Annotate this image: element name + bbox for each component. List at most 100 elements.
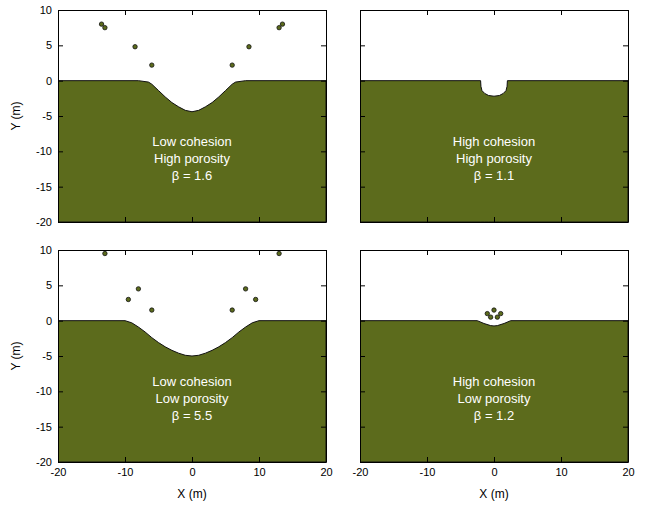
tick — [427, 217, 428, 222]
tick — [58, 250, 59, 255]
tick — [360, 285, 365, 286]
tick-mark — [58, 10, 59, 15]
y-axis-right — [623, 251, 629, 463]
tick-mark — [321, 391, 326, 392]
tick-mark — [259, 250, 260, 255]
tick-mark — [58, 250, 59, 255]
tick-label: 0 — [491, 466, 497, 478]
tick-mark — [321, 222, 326, 223]
tick — [623, 391, 628, 392]
tick: 5 — [46, 279, 63, 291]
ground — [58, 321, 326, 462]
tick — [259, 250, 260, 255]
tick: -10 — [420, 457, 436, 478]
tick — [321, 10, 326, 11]
tick-mark — [58, 81, 63, 82]
tick — [623, 250, 628, 251]
tick-mark — [494, 217, 495, 222]
tick-label: 5 — [46, 279, 52, 291]
x-axis-top — [361, 250, 629, 255]
ejecta — [277, 251, 281, 255]
tick — [360, 10, 361, 15]
tick-label: 10 — [40, 244, 52, 256]
ejecta — [133, 45, 137, 49]
axis-line — [326, 11, 327, 223]
y-axis-right — [321, 251, 327, 463]
tick — [259, 10, 260, 15]
figure: -20-15-10-50510Y (m)Low cohesionHigh por… — [0, 0, 649, 508]
tick: -10 — [36, 145, 63, 157]
tick — [360, 462, 365, 463]
tick-mark — [623, 187, 628, 188]
tick-mark — [561, 457, 562, 462]
tick-label: 0 — [189, 466, 195, 478]
ground — [58, 81, 326, 222]
ejecta — [488, 315, 492, 319]
ejecta — [495, 315, 499, 319]
tick-mark — [321, 285, 326, 286]
tick — [321, 45, 326, 46]
tick-mark — [494, 250, 495, 255]
tick: -5 — [42, 350, 63, 362]
annotation: β = 1.6 — [172, 168, 212, 183]
y-axis-right — [321, 11, 327, 223]
tick-mark — [192, 250, 193, 255]
y-axis-title: Y (m) — [9, 101, 23, 130]
tick: 0 — [189, 457, 195, 478]
tick-mark — [494, 10, 495, 15]
tick: -15 — [36, 181, 63, 193]
tick-mark — [58, 356, 63, 357]
tick: -20 — [36, 456, 63, 468]
tick-mark — [259, 457, 260, 462]
tick — [494, 250, 495, 255]
x-axis-top — [361, 10, 629, 15]
tick — [321, 321, 326, 322]
tick-label: 20 — [320, 466, 332, 478]
tick-mark — [259, 10, 260, 15]
tick — [192, 10, 193, 15]
tick-mark — [192, 10, 193, 15]
tick — [321, 222, 326, 223]
x-axis-top — [59, 250, 327, 255]
tick-mark — [321, 187, 326, 188]
tick-label: 20 — [622, 466, 634, 478]
panel: -20-15-10-50510Y (m)Low cohesionHigh por… — [9, 4, 327, 228]
tick — [321, 116, 326, 117]
tick-mark — [321, 116, 326, 117]
tick-mark — [360, 285, 365, 286]
x-axis — [59, 217, 327, 223]
panel: -20-1001020-20-15-10-50510X (m)Y (m)Low … — [9, 244, 333, 501]
tick — [192, 217, 193, 222]
tick — [321, 427, 326, 428]
tick — [321, 356, 326, 357]
tick — [623, 427, 628, 428]
tick — [360, 356, 365, 357]
tick — [125, 217, 126, 222]
annotation: β = 5.5 — [172, 408, 212, 423]
tick-mark — [58, 391, 63, 392]
tick: 5 — [46, 39, 63, 51]
tick-mark — [360, 45, 365, 46]
tick-mark — [623, 321, 628, 322]
annotation: High cohesion — [453, 134, 535, 149]
y-axis — [360, 251, 365, 463]
y-axis-title: Y (m) — [9, 341, 23, 370]
tick: -10 — [36, 385, 63, 397]
tick-mark — [58, 116, 63, 117]
tick — [561, 217, 562, 222]
tick: -20 — [36, 216, 63, 228]
tick — [125, 10, 126, 15]
axis-line — [361, 462, 629, 463]
tick-mark — [623, 116, 628, 117]
tick: -10 — [118, 457, 134, 478]
tick-label: -10 — [118, 466, 134, 478]
ejecta — [150, 63, 154, 67]
tick — [561, 10, 562, 15]
tick — [360, 427, 365, 428]
axis-line — [628, 11, 629, 223]
ejecta — [136, 287, 140, 291]
tick-mark — [58, 462, 63, 463]
tick-mark — [561, 250, 562, 255]
plot-area — [360, 308, 628, 462]
plot-area — [360, 81, 628, 222]
